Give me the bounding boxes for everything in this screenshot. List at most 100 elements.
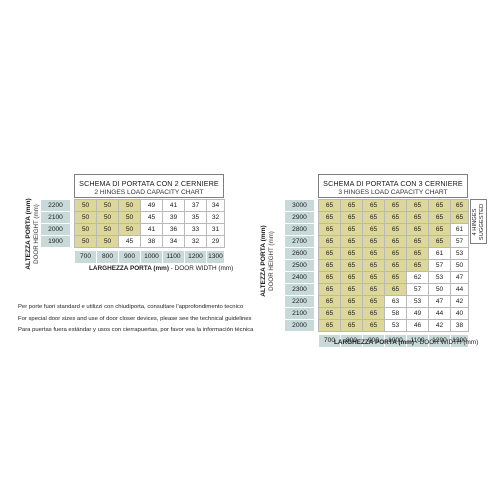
chart-3-hinges-table: 3000 65 65 65 65 65 65 65 2900 65 65 65 65 65 65 65 2800… xyxy=(284,199,469,348)
row-height-header: 1900 xyxy=(40,235,71,248)
table-row: 2000 65 65 65 53 46 42 38 xyxy=(284,319,469,332)
chart-3-hinges-y-label: ALTEZZA PORTA (mm) DOOR HEIGHT (mm) xyxy=(260,221,278,301)
load-capacity-cell: 32 xyxy=(206,211,225,224)
load-capacity-cell: 37 xyxy=(184,199,207,212)
load-capacity-cell: 49 xyxy=(406,307,429,320)
load-capacity-cell: 65 xyxy=(318,211,341,224)
corner-empty xyxy=(285,335,315,348)
load-capacity-cell: 65 xyxy=(340,283,363,296)
load-capacity-cell: 65 xyxy=(318,283,341,296)
technical-notes: Per porte fuori standard e utilizzi con … xyxy=(18,302,253,337)
load-capacity-cell: 58 xyxy=(384,307,407,320)
load-capacity-cell: 65 xyxy=(318,247,341,260)
load-capacity-cell: 65 xyxy=(406,235,429,248)
four-hinges-suggested-note: 4 HINGES SUGGESTED xyxy=(470,199,487,244)
row-height-header: 2000 xyxy=(284,319,315,332)
load-capacity-cell: 50 xyxy=(96,211,119,224)
load-capacity-cell: 34 xyxy=(162,235,185,248)
load-capacity-cell: 65 xyxy=(428,211,451,224)
chart-3-hinges-x-label: LARGHEZZA PORTA (mm) - DOOR WIDTH (mm) xyxy=(334,339,478,346)
load-capacity-cell: 36 xyxy=(162,223,185,236)
load-capacity-cell: 44 xyxy=(428,307,451,320)
table-row: 2300 65 65 65 65 57 50 44 xyxy=(284,283,469,296)
table-row: 2200 50 50 50 49 41 37 34 xyxy=(40,199,225,212)
load-capacity-cell: 65 xyxy=(340,271,363,284)
load-capacity-cell: 65 xyxy=(362,223,385,236)
row-height-header: 2800 xyxy=(284,223,315,236)
load-capacity-cell: 35 xyxy=(184,211,207,224)
row-height-header: 3000 xyxy=(284,199,315,212)
load-capacity-cell: 65 xyxy=(362,283,385,296)
chart-2-hinges-title-it: SCHEMA DI PORTATA CON 2 CERNIERE xyxy=(79,179,219,188)
load-capacity-cell: 65 xyxy=(318,319,341,332)
load-capacity-cell: 65 xyxy=(362,319,385,332)
chart-2-hinges-title-box: SCHEMA DI PORTATA CON 2 CERNIERE 2 HINGE… xyxy=(74,174,224,198)
chart-3-hinges-x-label-it: LARGHEZZA PORTA (mm) xyxy=(334,339,414,346)
table-row: 2100 50 50 50 45 39 35 32 xyxy=(40,211,225,224)
table-row: 2100 65 65 65 58 49 44 40 xyxy=(284,307,469,320)
column-width-header: 1100 xyxy=(406,334,429,348)
load-capacity-cell: 65 xyxy=(406,199,429,212)
load-capacity-cell: 65 xyxy=(406,259,429,272)
load-capacity-cell: 32 xyxy=(184,235,207,248)
load-capacity-cell: 65 xyxy=(384,199,407,212)
width-header-row: 700 800 900 1000 1100 1200 1300 xyxy=(41,250,225,264)
chart-3-hinges-y-label-en: DOOR HEIGHT (mm) xyxy=(268,231,275,291)
load-capacity-cell: 65 xyxy=(340,319,363,332)
load-capacity-cell: 65 xyxy=(406,247,429,260)
load-capacity-cell: 41 xyxy=(140,223,163,236)
chart-2-hinges-title-en: 2 HINGES LOAD CAPACITY CHART xyxy=(94,189,204,196)
load-capacity-cell: 65 xyxy=(384,283,407,296)
column-width-header: 1100 xyxy=(162,250,185,264)
four-hinges-line2: SUGGESTED xyxy=(478,203,485,240)
table-row: 2500 65 65 65 65 65 57 50 xyxy=(284,259,469,272)
load-capacity-cell: 50 xyxy=(450,259,469,272)
column-width-header: 1300 xyxy=(450,334,469,348)
table-row: 2800 65 65 65 65 65 65 61 xyxy=(284,223,469,236)
column-width-header: 1200 xyxy=(428,334,451,348)
column-width-header: 800 xyxy=(340,334,363,348)
load-capacity-cell: 65 xyxy=(428,223,451,236)
column-width-header: 900 xyxy=(362,334,385,348)
width-header-row: 700 800 900 1000 1100 1200 1300 xyxy=(285,334,469,348)
load-capacity-cell: 65 xyxy=(362,295,385,308)
load-capacity-cell: 50 xyxy=(118,211,141,224)
column-width-header: 800 xyxy=(96,250,119,264)
load-capacity-cell: 40 xyxy=(450,307,469,320)
row-height-header: 2600 xyxy=(284,247,315,260)
load-capacity-cell: 65 xyxy=(450,199,469,212)
load-capacity-cell: 65 xyxy=(450,211,469,224)
column-width-header: 700 xyxy=(74,250,97,264)
chart-2-hinges-table: 2200 50 50 50 49 41 37 34 2100 50 50 50 45 39 35 32 2000… xyxy=(40,199,225,264)
load-capacity-cell: 57 xyxy=(428,259,451,272)
load-capacity-cell: 61 xyxy=(428,247,451,260)
load-capacity-cell: 50 xyxy=(96,235,119,248)
chart-3-hinges-title-box: SCHEMA DI PORTATA CON 3 CERNIERE 3 HINGE… xyxy=(318,174,468,198)
load-capacity-cell: 50 xyxy=(118,223,141,236)
corner-empty xyxy=(41,251,71,264)
load-capacity-cell: 50 xyxy=(74,199,97,212)
column-width-header: 1300 xyxy=(206,250,225,264)
load-capacity-cell: 42 xyxy=(428,319,451,332)
chart-2-hinges-x-label-en: - DOOR WIDTH (mm) xyxy=(170,265,234,272)
load-capacity-cell: 62 xyxy=(406,271,429,284)
load-capacity-cell: 61 xyxy=(450,223,469,236)
table-row: 2900 65 65 65 65 65 65 65 xyxy=(284,211,469,224)
load-capacity-cell: 47 xyxy=(428,295,451,308)
table-row: 1900 50 50 45 38 34 32 29 xyxy=(40,235,225,248)
table-row: 2200 65 65 65 63 53 47 42 xyxy=(284,295,469,308)
load-capacity-cell: 38 xyxy=(140,235,163,248)
load-capacity-cell: 47 xyxy=(450,271,469,284)
load-capacity-cell: 45 xyxy=(140,211,163,224)
load-capacity-cell: 65 xyxy=(340,235,363,248)
load-capacity-cell: 65 xyxy=(384,271,407,284)
load-capacity-cell: 65 xyxy=(362,259,385,272)
load-capacity-cell: 65 xyxy=(362,235,385,248)
column-width-header: 1000 xyxy=(384,334,407,348)
load-capacity-cell: 39 xyxy=(162,211,185,224)
load-capacity-cell: 65 xyxy=(362,307,385,320)
chart-3-hinges-title-it: SCHEMA DI PORTATA CON 3 CERNIERE xyxy=(323,179,463,188)
load-capacity-cell: 65 xyxy=(406,211,429,224)
note-italian: Per porte fuori standard e utilizzi con … xyxy=(18,304,244,310)
load-capacity-cell: 50 xyxy=(118,199,141,212)
